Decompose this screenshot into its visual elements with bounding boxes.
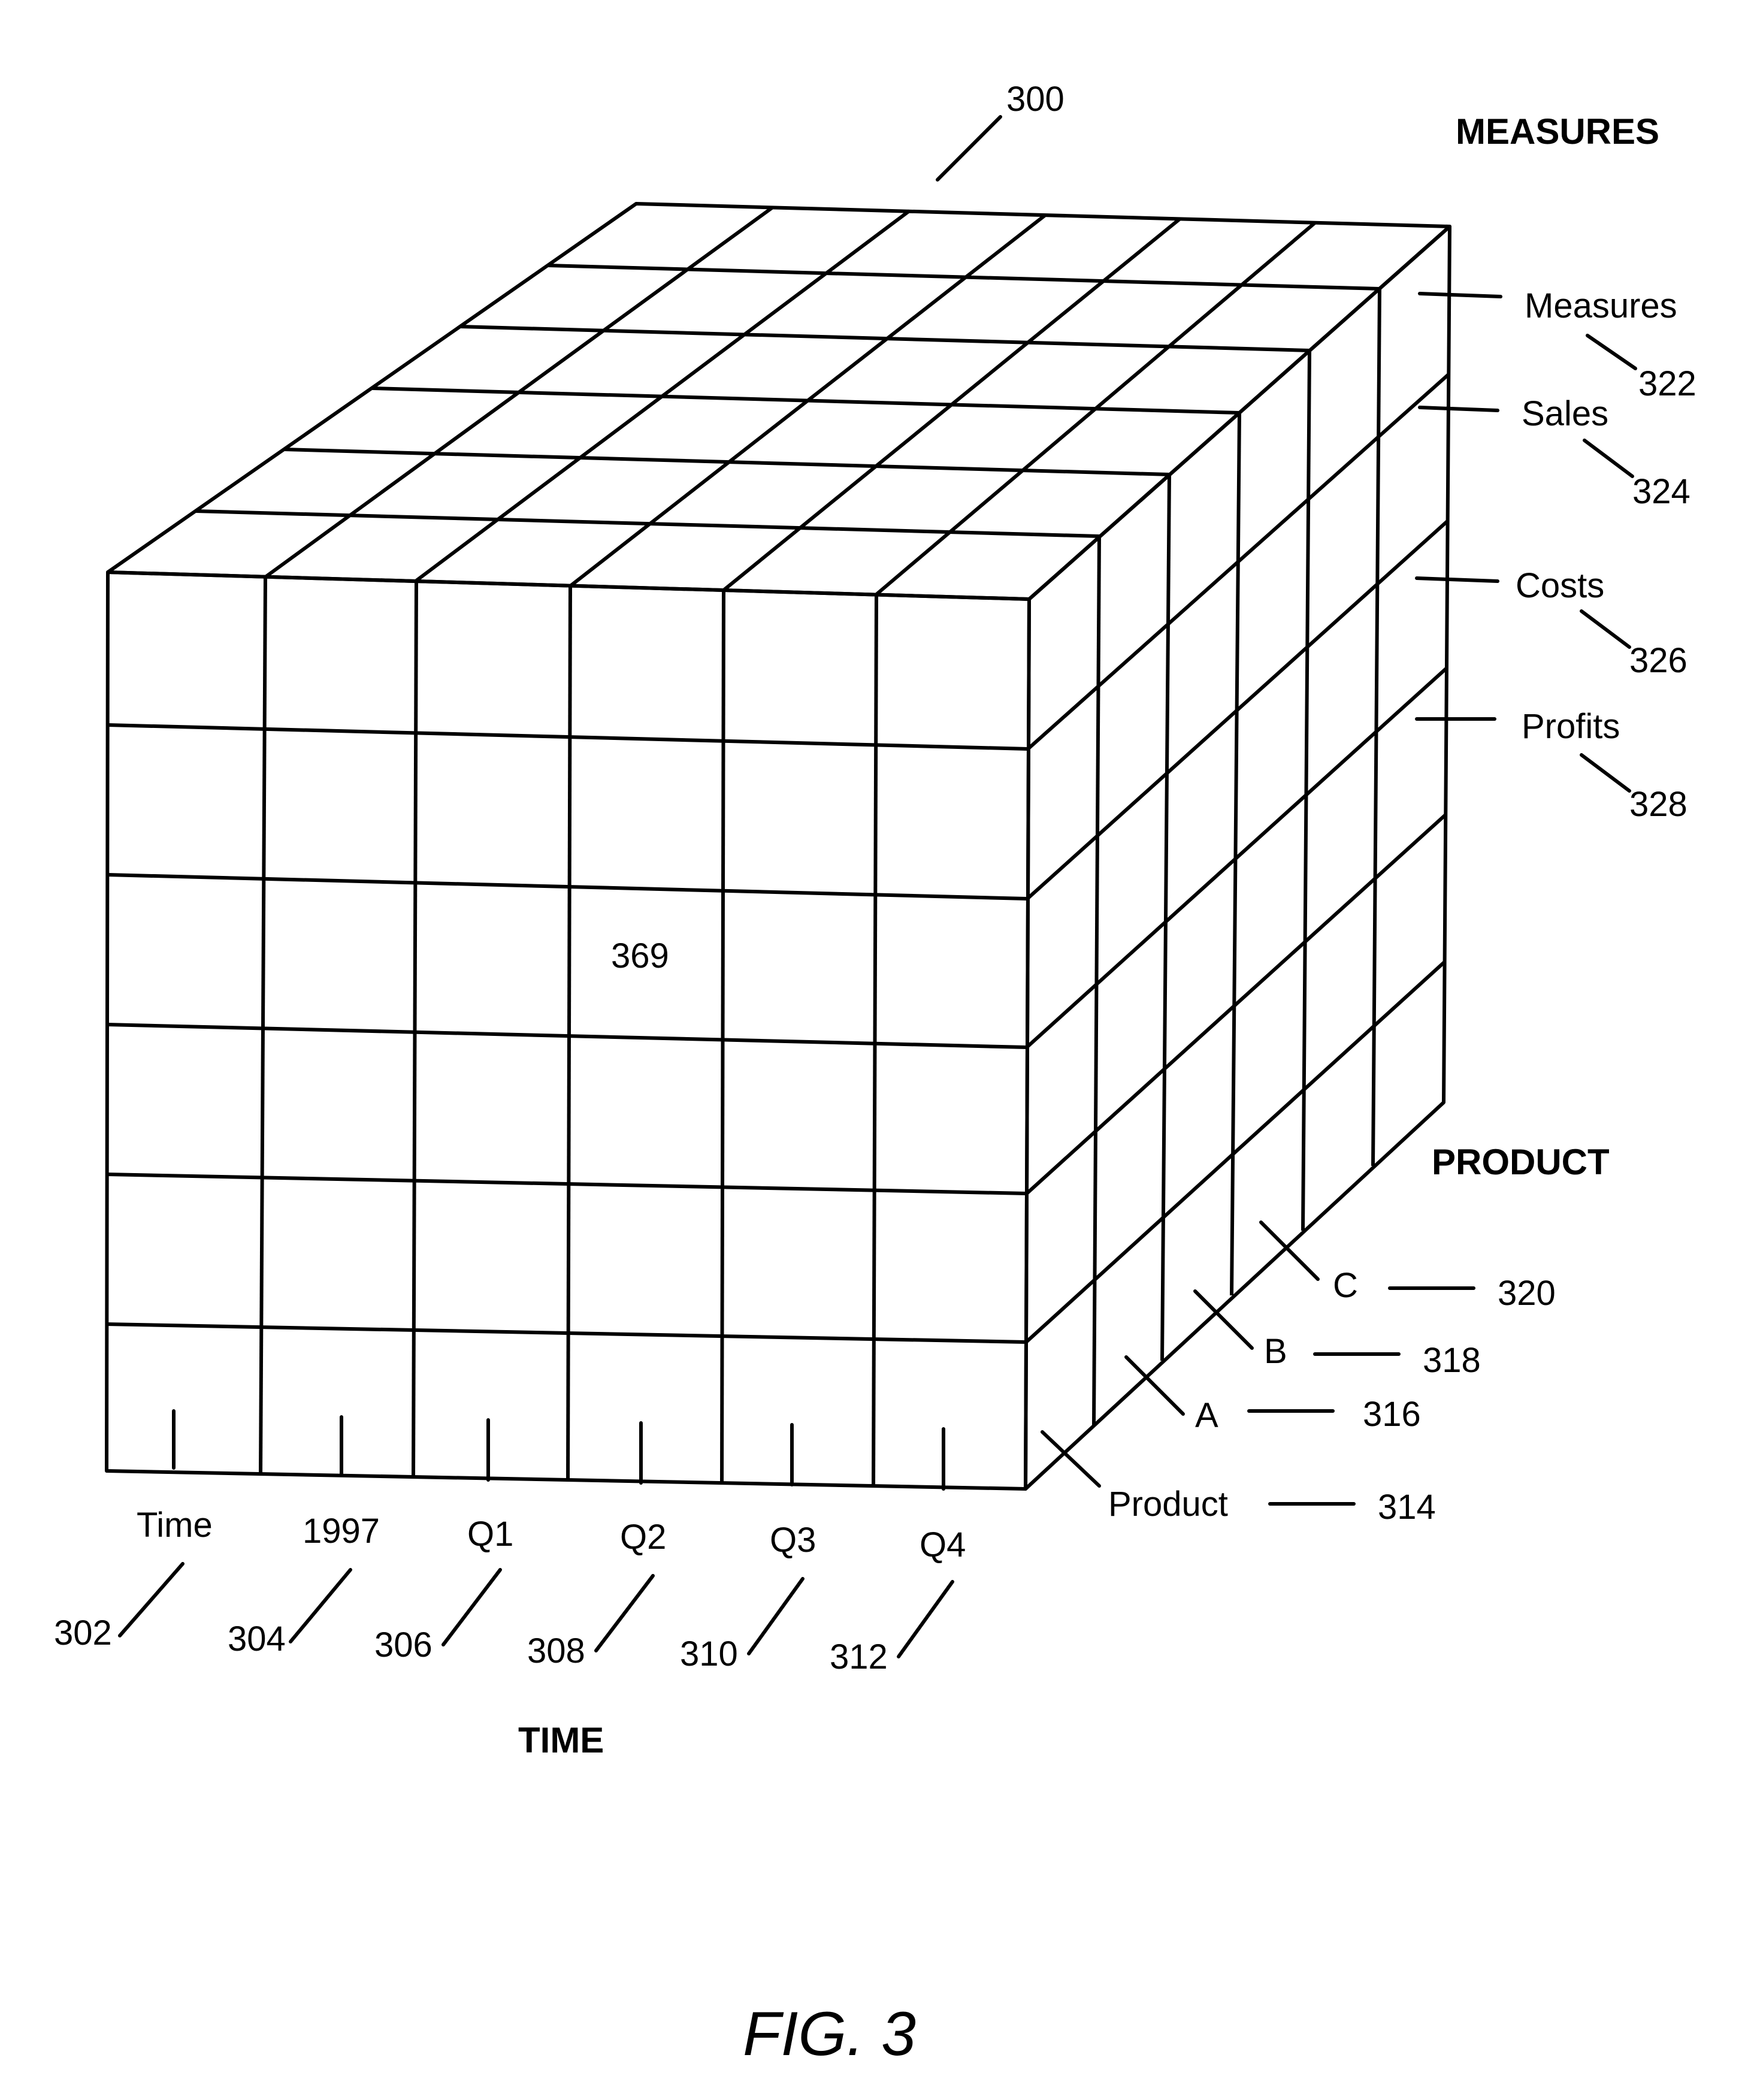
cube-ref-number: 300 [1006, 80, 1064, 119]
time-member-label: Q4 [920, 1525, 966, 1564]
time-axis-title: TIME [518, 1720, 604, 1760]
time-members: Time 302 1997 304 Q1 306 Q2 308 Q3 310 Q… [54, 1411, 966, 1676]
time-member-label: Q1 [467, 1515, 513, 1554]
cube-top-face [108, 204, 1450, 599]
product-member-label: C [1333, 1266, 1358, 1305]
measure-members: Measures 322 Sales 324 Costs 326 Profits… [1417, 286, 1696, 824]
measure-member-ref: 322 [1638, 364, 1696, 403]
time-member-ref: 312 [830, 1637, 888, 1676]
figure-caption: FIG. 3 [743, 1999, 916, 2069]
time-member-label: Time [137, 1506, 213, 1545]
product-member-label: Product [1108, 1485, 1228, 1524]
measure-member-label: Profits [1522, 707, 1620, 746]
data-cube [107, 204, 1450, 1489]
cube-reference: 300 [938, 80, 1064, 180]
measure-member-ref: 324 [1632, 472, 1690, 511]
product-member-ref: 314 [1378, 1488, 1436, 1527]
product-member-ref: 320 [1498, 1274, 1556, 1313]
cell-ref-number: 369 [611, 936, 669, 975]
measures-axis-title: MEASURES [1456, 111, 1659, 152]
cube-front-face [107, 572, 1029, 1489]
time-member-label: Q3 [770, 1521, 816, 1560]
time-member-ref: 306 [374, 1625, 433, 1664]
time-member-label: Q2 [620, 1518, 666, 1557]
product-member-ref: 316 [1363, 1395, 1421, 1434]
measure-member-label: Sales [1522, 394, 1608, 433]
product-member-label: A [1195, 1396, 1218, 1435]
time-member-ref: 310 [680, 1634, 738, 1673]
time-member-ref: 302 [54, 1613, 112, 1652]
product-member-ref: 318 [1423, 1341, 1481, 1380]
measure-member-ref: 326 [1629, 641, 1688, 680]
measure-member-label: Measures [1525, 286, 1677, 325]
time-member-label: 1997 [303, 1512, 380, 1551]
time-member-ref: 308 [527, 1631, 585, 1670]
measure-member-label: Costs [1516, 566, 1604, 605]
time-member-ref: 304 [228, 1619, 286, 1658]
measure-member-ref: 328 [1629, 785, 1688, 824]
product-axis-title: PRODUCT [1432, 1142, 1610, 1182]
product-member-label: B [1264, 1332, 1287, 1371]
product-members: Product 314 A 316 B 318 C 320 [1042, 1222, 1556, 1527]
